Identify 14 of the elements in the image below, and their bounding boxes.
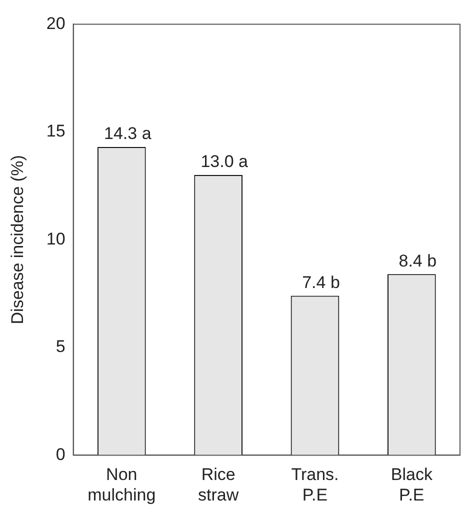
y-tick-label: 15 <box>46 122 66 141</box>
data-label: 14.3 a <box>104 124 152 144</box>
y-axis-title: Disease incidence (%) <box>8 155 27 324</box>
y-tick-label: 10 <box>46 229 66 248</box>
x-tick-label: Black P.E <box>390 465 433 504</box>
y-tick-label: 20 <box>46 14 66 33</box>
y-tick-label: 0 <box>56 444 66 464</box>
data-label: 13.0 a <box>200 152 248 172</box>
y-tick-label: 5 <box>56 337 66 356</box>
x-tick-label: Rice straw <box>198 465 240 504</box>
data-label: 7.4 b <box>302 272 340 292</box>
data-label: 8.4 b <box>398 251 437 270</box>
x-tick-label: Trans. P.E <box>291 465 339 504</box>
x-tick-label: Non mulching <box>88 465 156 504</box>
